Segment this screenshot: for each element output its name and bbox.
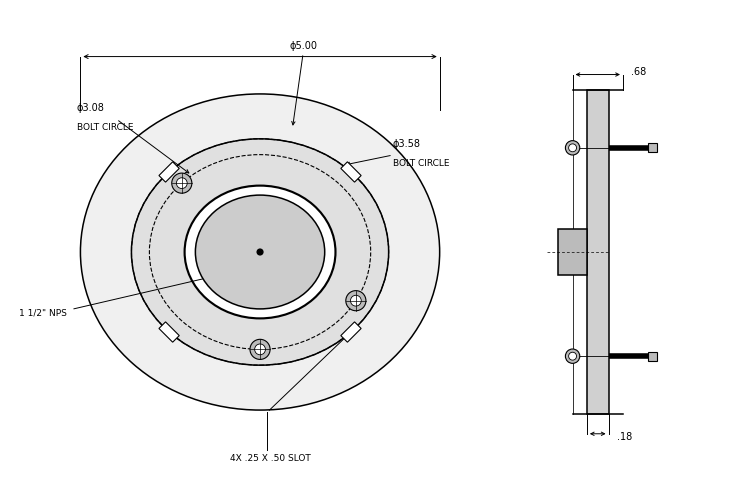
Text: ϕ3.08: ϕ3.08 [76,103,105,113]
Circle shape [568,352,577,360]
Text: ϕ3.58: ϕ3.58 [393,139,421,149]
Bar [648,143,657,153]
Circle shape [250,339,270,359]
Polygon shape [340,162,362,182]
Circle shape [172,173,192,193]
Circle shape [257,249,263,255]
Bar [587,90,608,414]
Circle shape [176,178,188,188]
Bar [558,229,587,275]
Circle shape [350,295,361,306]
Bar [648,351,657,361]
Ellipse shape [80,94,440,410]
Polygon shape [159,162,179,182]
Ellipse shape [196,195,325,309]
Text: BOLT CIRCLE: BOLT CIRCLE [393,159,449,168]
Text: .68: .68 [632,67,646,77]
Text: 1 1/2" NPS: 1 1/2" NPS [20,308,68,318]
Circle shape [566,349,580,363]
Ellipse shape [131,139,388,365]
Text: .18: .18 [617,431,632,442]
Text: 4X .25 X .50 SLOT: 4X .25 X .50 SLOT [230,455,311,463]
Polygon shape [159,322,179,342]
Circle shape [346,291,366,311]
Circle shape [566,141,580,155]
Text: ϕ5.00: ϕ5.00 [290,41,317,51]
Circle shape [255,344,266,355]
Polygon shape [340,322,362,342]
Circle shape [568,144,577,152]
Ellipse shape [184,185,335,319]
Text: BOLT CIRCLE: BOLT CIRCLE [76,123,134,133]
